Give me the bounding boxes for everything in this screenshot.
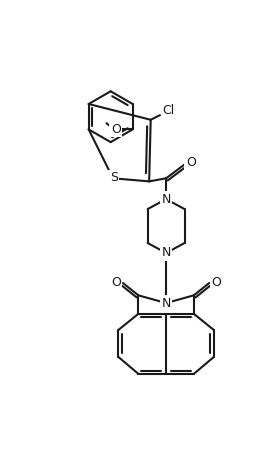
Text: O: O [211,276,221,289]
Text: O: O [186,156,196,169]
Text: N: N [161,193,171,206]
Text: O: O [111,276,121,289]
Text: N: N [161,296,171,310]
Text: Cl: Cl [162,104,175,117]
Text: N: N [161,246,171,260]
Text: S: S [110,171,118,184]
Text: O: O [111,123,121,136]
